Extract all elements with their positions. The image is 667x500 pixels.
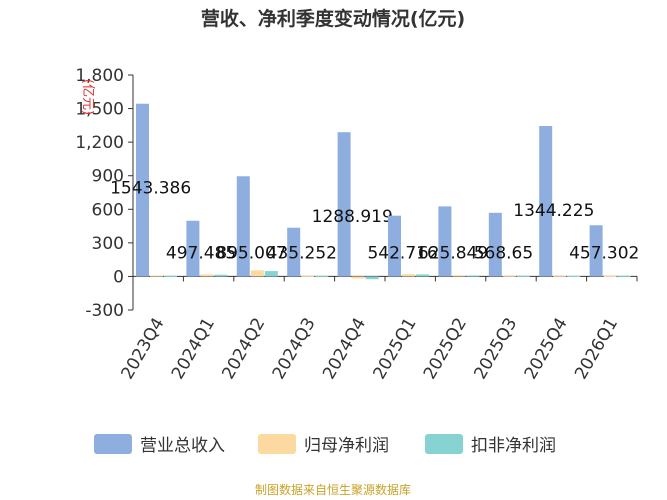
legend-swatch bbox=[94, 434, 132, 454]
data-label: 1344.225 bbox=[513, 201, 594, 221]
data-label: 895.007 bbox=[216, 243, 286, 263]
x-tick-label: 2024Q4 bbox=[319, 315, 370, 383]
bar-归母净利润-2024Q3 bbox=[301, 275, 315, 277]
bar-归母净利润-2025Q3 bbox=[502, 275, 516, 277]
plot-area: 1,800 1,500 1,200 900 600 300 0 -300 (亿元) 2023Q4 1… bbox=[75, 66, 639, 383]
bar-扣非净利润-2023Q4 bbox=[164, 275, 177, 277]
y-tick-label: -300 bbox=[85, 301, 124, 321]
x-tick-label: 2024Q2 bbox=[218, 315, 269, 383]
legend-item[interactable]: 营业总收入 bbox=[94, 434, 225, 456]
data-label: 568.65 bbox=[474, 243, 533, 263]
chart-title: 营收、净利季度变动情况(亿元) bbox=[201, 7, 465, 30]
bar-营业总收入-2026Q1 bbox=[589, 225, 603, 277]
legend-item[interactable]: 扣非净利润 bbox=[425, 434, 556, 456]
legend-label: 归母净利润 bbox=[304, 436, 389, 456]
bar-营业总收入-2024Q1 bbox=[186, 220, 200, 277]
legend-label: 扣非净利润 bbox=[471, 436, 556, 456]
data-label: 1288.919 bbox=[312, 207, 393, 227]
y-tick-label: 1,800 bbox=[75, 66, 124, 86]
data-label: 435.252 bbox=[267, 243, 337, 263]
bar-归母净利润-2025Q2 bbox=[452, 275, 466, 277]
x-tick-label: 2025Q2 bbox=[420, 315, 471, 383]
data-label: 1543.386 bbox=[110, 179, 191, 199]
bar-扣非净利润-2026Q1 bbox=[617, 276, 631, 278]
y-tick-label: 900 bbox=[92, 167, 124, 187]
x-tick-label: 2025Q4 bbox=[521, 315, 572, 383]
bar-扣非净利润-2025Q1 bbox=[416, 274, 429, 277]
data-label: 497.485 bbox=[166, 243, 236, 263]
bar-营业总收入-2025Q3 bbox=[488, 212, 502, 277]
bar-营业总收入-2024Q2 bbox=[236, 176, 250, 277]
bar-归母净利润-2025Q1 bbox=[402, 274, 415, 277]
y-tick-label: 1,200 bbox=[75, 133, 124, 153]
bar-扣非净利润-2024Q1 bbox=[214, 274, 228, 277]
legend-label: 营业总收入 bbox=[140, 436, 225, 456]
y-axis-label: (亿元) bbox=[80, 79, 95, 115]
bar-营业总收入-2024Q3 bbox=[287, 227, 301, 277]
bar-营业总收入-2024Q4 bbox=[337, 132, 351, 277]
y-tick-label: 300 bbox=[92, 234, 124, 254]
bar-归母净利润-2026Q1 bbox=[603, 275, 617, 277]
x-tick-label: 2024Q1 bbox=[168, 315, 219, 383]
bar-扣非净利润-2025Q3 bbox=[516, 275, 530, 277]
y-tick-label: 0 bbox=[113, 267, 124, 287]
legend: 营业总收入 归母净利润 扣非净利润 bbox=[94, 434, 556, 456]
legend-swatch bbox=[425, 434, 463, 454]
x-tick-label: 2025Q1 bbox=[370, 315, 421, 383]
bar-归母净利润-2024Q1 bbox=[200, 274, 214, 277]
legend-swatch bbox=[258, 434, 296, 454]
bar-扣非净利润-2024Q3 bbox=[315, 276, 329, 278]
bar-归母净利润-2024Q2 bbox=[250, 270, 264, 277]
x-tick-label: 2026Q1 bbox=[571, 315, 622, 383]
x-tick-label: 2025Q3 bbox=[470, 315, 521, 383]
y-tick-label: 600 bbox=[92, 200, 124, 220]
bar-营业总收入-2025Q2 bbox=[438, 206, 452, 277]
bar-营业总收入-2023Q4 bbox=[136, 103, 149, 277]
bar-扣非净利润-2025Q2 bbox=[466, 275, 480, 277]
bar-归母净利润-2025Q4 bbox=[553, 275, 567, 277]
bar-归母净利润-2024Q4 bbox=[351, 276, 365, 279]
legend-item[interactable]: 归母净利润 bbox=[258, 434, 389, 456]
bar-归母净利润-2023Q4 bbox=[150, 275, 163, 277]
bar-营业总收入-2025Q1 bbox=[388, 215, 401, 277]
x-tick-label: 2024Q3 bbox=[269, 315, 320, 383]
bar-扣非净利润-2024Q4 bbox=[365, 276, 379, 280]
x-tick-label: 2023Q4 bbox=[118, 315, 169, 383]
y-tick-label: 1,500 bbox=[75, 100, 124, 120]
source-note: 制图数据来自恒生聚源数据库 bbox=[255, 482, 411, 497]
bar-扣非净利润-2025Q4 bbox=[567, 275, 581, 277]
data-label: 457.302 bbox=[569, 243, 639, 263]
data-label: 625.849 bbox=[418, 243, 488, 263]
data-label: 542.716 bbox=[367, 243, 437, 263]
bar-营业总收入-2025Q4 bbox=[539, 126, 553, 277]
bar-扣非净利润-2024Q2 bbox=[264, 271, 278, 277]
